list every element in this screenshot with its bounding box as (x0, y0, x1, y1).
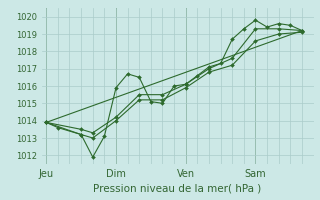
X-axis label: Pression niveau de la mer( hPa ): Pression niveau de la mer( hPa ) (93, 183, 262, 193)
